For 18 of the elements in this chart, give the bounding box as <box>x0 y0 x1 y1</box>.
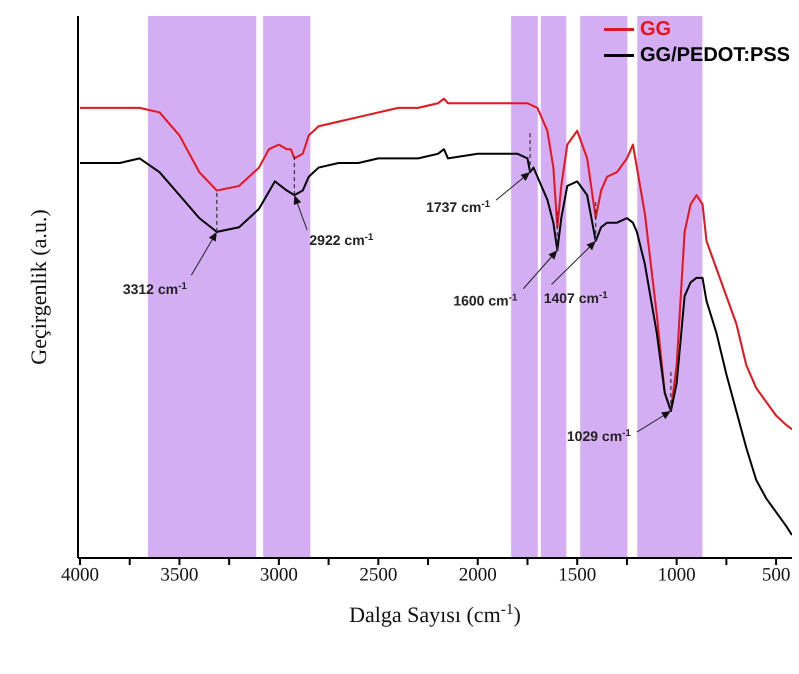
x-tick-label: 3500 <box>160 564 198 586</box>
x-tick-label: 1500 <box>558 564 596 586</box>
y-axis-title: Geçirgenlik (a.u.) <box>26 209 51 365</box>
annotation: 1407 cm$^{-1}$ <box>544 290 608 306</box>
annotation: 3312 cm$^{-1}$ <box>122 280 188 297</box>
x-tick-label: 2500 <box>359 564 398 586</box>
annotation: 2922 cm$^{-1}$ <box>309 232 374 248</box>
x-tick-label: 2000 <box>458 564 497 586</box>
annotation: 1737 cm$^{-1}$ <box>426 198 491 216</box>
x-tick-label: 3000 <box>260 564 298 586</box>
x-tick-label: 500 <box>762 564 790 586</box>
legend-label: GG <box>640 17 672 42</box>
x-axis-title: Dalga Sayısı (cm$^{-1}$) <box>349 600 521 627</box>
x-tick-label: 4000 <box>60 564 99 586</box>
annotation: 1029 cm$^{-1}$ <box>566 428 632 444</box>
legend-label: GG/PEDOT:PSS <box>640 43 790 68</box>
x-tick-label: 1000 <box>658 564 696 586</box>
annotation: 1600 cm$^{-1}$ <box>453 292 518 308</box>
